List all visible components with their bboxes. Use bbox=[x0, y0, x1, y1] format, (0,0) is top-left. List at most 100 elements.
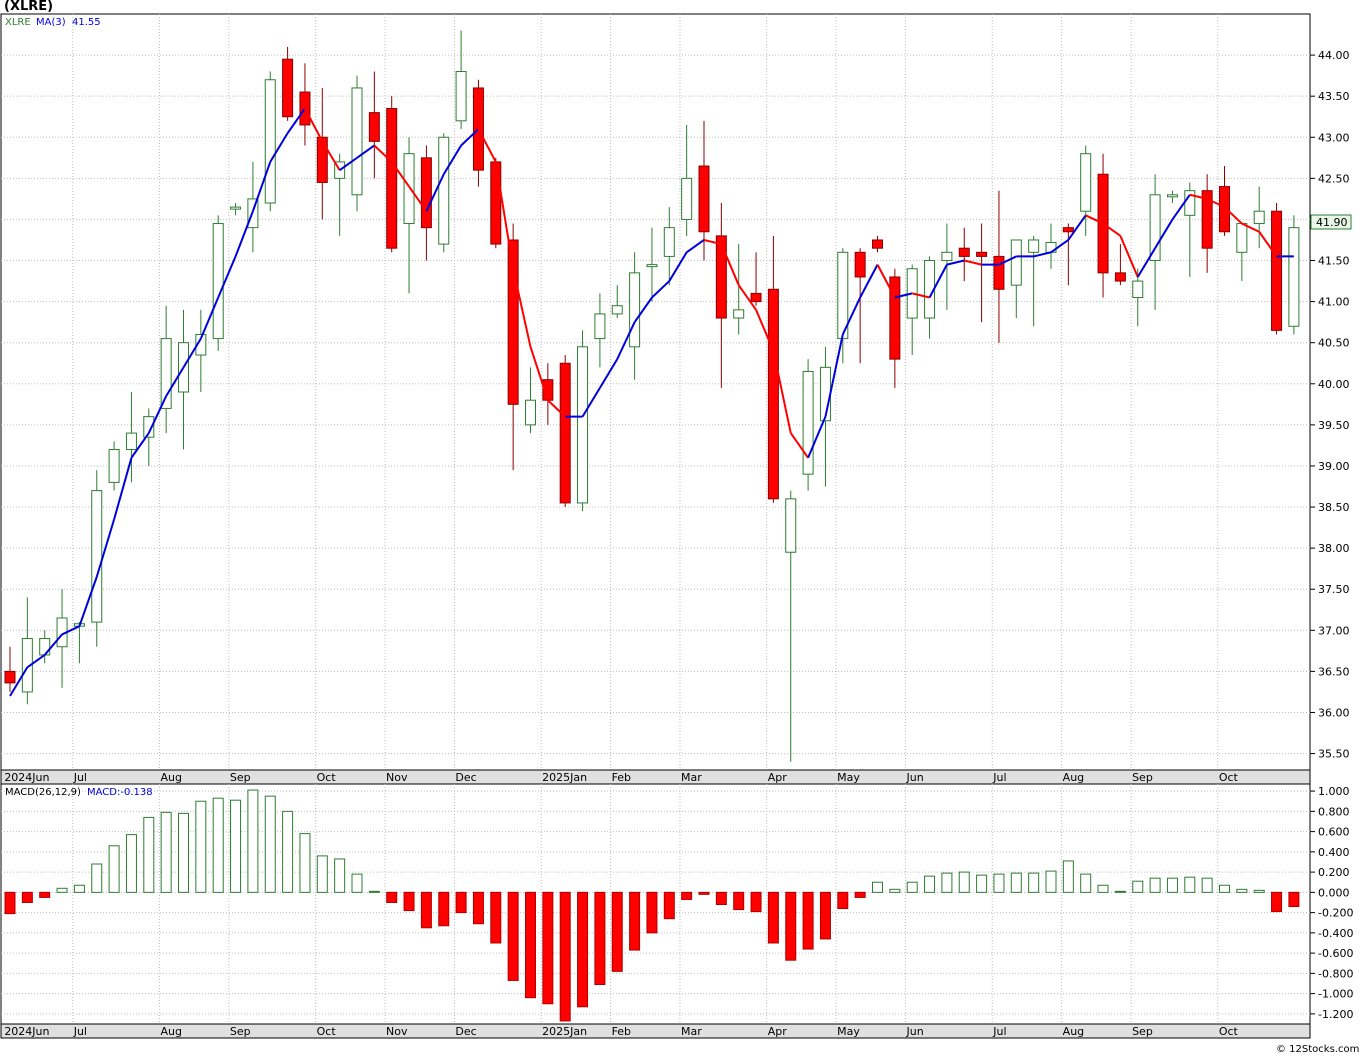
ma-segment bbox=[686, 239, 705, 254]
macd-bar bbox=[108, 845, 120, 893]
price-y-tick-label: 37.00 bbox=[1318, 624, 1350, 637]
candle-body bbox=[39, 638, 51, 656]
macd-bar bbox=[351, 873, 363, 893]
macd-bar bbox=[56, 887, 68, 893]
ma-segment bbox=[1206, 197, 1225, 209]
price-grid bbox=[1, 14, 1310, 770]
price-y-tick-label: 37.50 bbox=[1318, 583, 1350, 596]
macd-bar bbox=[178, 812, 189, 893]
candle-body bbox=[125, 432, 137, 451]
candle-body bbox=[802, 370, 814, 475]
price-month-label: Nov bbox=[386, 771, 408, 784]
macd-month-label: Sep bbox=[1132, 1025, 1153, 1038]
macd-y-tick-label: -0.400 bbox=[1318, 927, 1353, 940]
price-month-label: Oct bbox=[317, 771, 337, 784]
ma-segment bbox=[824, 334, 844, 417]
ma-segment bbox=[1050, 239, 1069, 254]
last-price-label: 41.90 bbox=[1316, 216, 1348, 229]
macd-bar bbox=[767, 891, 779, 944]
ma-segment bbox=[26, 654, 46, 669]
candle-body bbox=[1201, 190, 1213, 249]
price-legend-ma-label: MA(3) bbox=[36, 17, 66, 28]
candle-body bbox=[368, 112, 380, 142]
macd-bar bbox=[334, 858, 346, 893]
candle-body bbox=[143, 416, 155, 438]
price-month-label: Sep bbox=[230, 771, 251, 784]
candle-body bbox=[681, 177, 693, 220]
ma-segment bbox=[1171, 194, 1191, 221]
ma-segment bbox=[529, 346, 549, 401]
macd-bar bbox=[802, 891, 814, 950]
ma-segment bbox=[43, 633, 63, 656]
macd-bar bbox=[264, 795, 276, 893]
candle-body bbox=[282, 58, 294, 118]
macd-y-tick-label: 0.200 bbox=[1318, 866, 1350, 879]
price-month-axis: 2024Jun Jul Aug Sep Oct Nov Dec 2025Jan Feb Mar Ap… bbox=[0, 769, 1311, 785]
ma-segment bbox=[1067, 214, 1087, 241]
macd-y-tick-label: 0.400 bbox=[1318, 846, 1350, 859]
candle-body bbox=[1114, 272, 1126, 282]
macd-month-label: Jul bbox=[992, 1025, 1006, 1038]
price-y-tick-label: 41.50 bbox=[1318, 255, 1350, 268]
macd-bar bbox=[195, 800, 207, 893]
price-month-label: 2024Jun bbox=[4, 771, 49, 784]
candle-body bbox=[958, 247, 970, 257]
candle-body bbox=[1271, 210, 1283, 331]
macd-bars bbox=[4, 789, 1300, 1022]
ma-segment bbox=[78, 576, 98, 627]
ma-segment bbox=[964, 259, 982, 266]
ma-segment bbox=[442, 144, 462, 175]
price-y-tick-label: 36.50 bbox=[1318, 665, 1350, 678]
macd-month-label: May bbox=[837, 1025, 860, 1038]
macd-bar bbox=[924, 875, 936, 893]
macd-bar bbox=[420, 891, 432, 929]
ma-segment bbox=[755, 309, 775, 352]
macd-bar bbox=[1166, 877, 1178, 893]
macd-y-tick-label: -0.200 bbox=[1318, 907, 1353, 920]
price-month-label: Mar bbox=[681, 771, 702, 784]
macd-bar bbox=[993, 873, 1005, 893]
macd-bar bbox=[299, 833, 311, 893]
candle-body bbox=[1184, 190, 1196, 216]
candle-body bbox=[767, 288, 779, 500]
ma-segment bbox=[1258, 231, 1278, 257]
macd-month-label: Dec bbox=[455, 1025, 476, 1038]
candle-body bbox=[21, 638, 33, 693]
macd-bar bbox=[941, 872, 953, 893]
candle-body bbox=[941, 251, 953, 262]
ma-segment bbox=[1154, 218, 1174, 249]
macd-y-tick-label: -0.800 bbox=[1318, 967, 1353, 980]
price-y-tick-label: 39.00 bbox=[1318, 460, 1350, 473]
ma-segment bbox=[1223, 206, 1243, 225]
macd-bar bbox=[906, 881, 918, 893]
ma-segment bbox=[494, 161, 515, 269]
macd-bar bbox=[438, 891, 450, 927]
price-y-tick-label: 40.50 bbox=[1318, 337, 1350, 350]
price-y-tick-label: 38.50 bbox=[1318, 501, 1350, 514]
macd-bar bbox=[733, 891, 745, 911]
last-price-box bbox=[1310, 214, 1352, 230]
macd-panel: 1.000 0.800 0.600 0.400 0.200 0.000 -0.200 -0.4… bbox=[0, 783, 1353, 1025]
macd-y-tick-label: 0.800 bbox=[1318, 805, 1350, 818]
ma-segment bbox=[599, 358, 619, 389]
ma-segment bbox=[339, 156, 358, 171]
macd-bar bbox=[1219, 884, 1230, 893]
price-month-label: 2025Jan bbox=[542, 771, 587, 784]
macd-bar bbox=[611, 891, 623, 972]
candle-body bbox=[1010, 239, 1022, 286]
ma-segment bbox=[1136, 247, 1156, 278]
candle-body bbox=[629, 272, 641, 348]
candle-body bbox=[108, 449, 120, 483]
ma-segment bbox=[928, 264, 948, 298]
candle-body bbox=[1132, 280, 1144, 298]
candle-body bbox=[1236, 223, 1248, 253]
macd-month-label: Jul bbox=[73, 1025, 87, 1038]
macd-bar bbox=[1236, 888, 1248, 893]
candle-body bbox=[611, 305, 623, 315]
price-month-background bbox=[0, 769, 1311, 785]
price-y-tick-label: 36.00 bbox=[1318, 706, 1350, 719]
ma-segment bbox=[460, 128, 480, 147]
macd-bar bbox=[455, 891, 467, 914]
candle-body bbox=[559, 362, 571, 504]
